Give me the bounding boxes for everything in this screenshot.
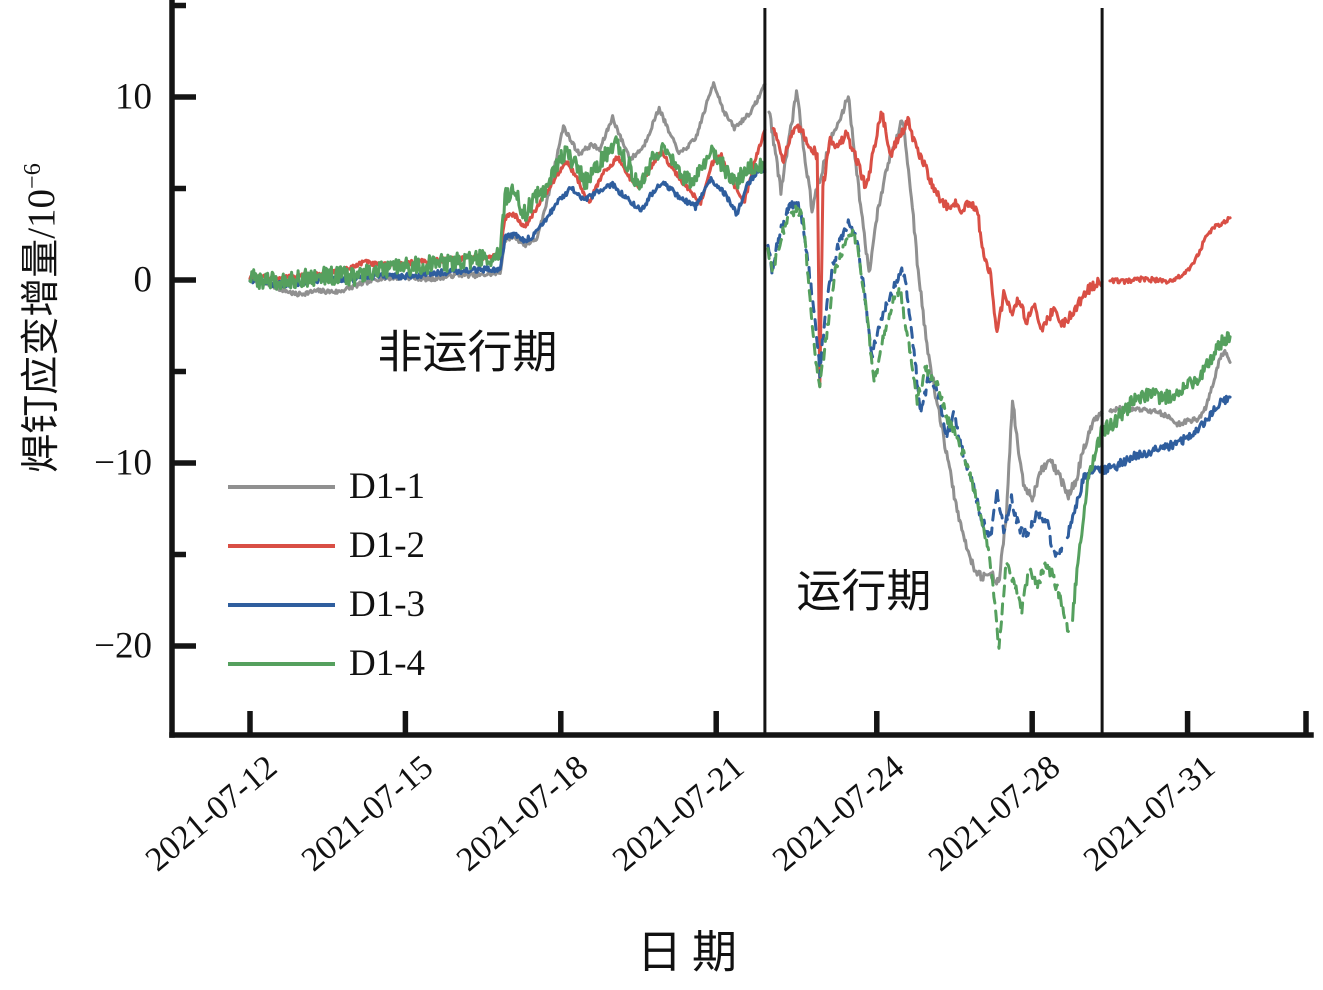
y-tick-label: 0 (133, 259, 153, 301)
legend-line-icon (228, 543, 335, 548)
legend-item-d1-4: D1-4 (228, 634, 425, 693)
y-tick-label: −10 (94, 442, 152, 484)
y-tick-label: −20 (94, 625, 152, 667)
legend: D1-1 D1-2 D1-3 D1-4 (228, 457, 425, 693)
legend-label: D1-2 (349, 525, 426, 566)
legend-line-icon (228, 602, 335, 607)
legend-item-d1-2: D1-2 (228, 516, 425, 575)
annotation-non-operation-period: 非运行期 (377, 327, 558, 378)
legend-line-icon (228, 484, 335, 489)
legend-line-icon (228, 661, 335, 666)
legend-label: D1-1 (349, 466, 426, 507)
legend-label: D1-4 (349, 643, 426, 684)
y-axis-label: 焊钉应变增量/10−6 (10, 163, 66, 473)
y-axis-label-exponent: −6 (19, 163, 46, 189)
legend-item-d1-1: D1-1 (228, 457, 425, 516)
y-tick-label: 10 (115, 76, 152, 118)
legend-label: D1-3 (349, 584, 426, 625)
annotation-operation-period: 运行期 (796, 566, 932, 617)
legend-item-d1-3: D1-3 (228, 575, 425, 634)
y-axis-label-base: 焊钉应变增量/10 (20, 188, 63, 473)
x-axis-label: 日期 (636, 927, 748, 978)
